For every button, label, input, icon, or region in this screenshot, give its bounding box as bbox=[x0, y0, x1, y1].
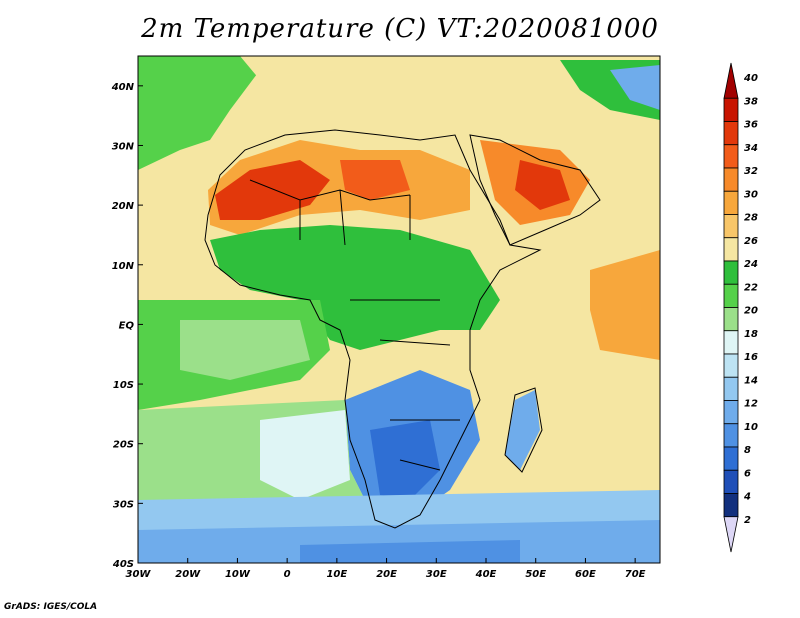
colorbar-swatch bbox=[723, 493, 739, 518]
colorbar-label: 2 bbox=[744, 515, 751, 526]
colorbar-label: 26 bbox=[744, 236, 758, 247]
map-title: 2m Temperature (C) VT:2020081000 bbox=[141, 14, 659, 44]
colorbar-swatch bbox=[723, 121, 739, 146]
lon-tick-label: 70E bbox=[625, 569, 646, 580]
coastlines bbox=[204, 129, 601, 529]
colorbar-label: 34 bbox=[744, 143, 758, 154]
colorbar-swatch bbox=[723, 353, 739, 378]
colorbar-swatch bbox=[723, 307, 739, 332]
lat-tick-label: 10S bbox=[113, 380, 134, 391]
colorbar-label: 36 bbox=[744, 120, 758, 131]
colorbar-label: 10 bbox=[744, 422, 758, 433]
colorbar-label: 30 bbox=[744, 189, 758, 200]
lon-tick-label: 0 bbox=[284, 569, 291, 580]
colorbar-swatch bbox=[723, 237, 739, 262]
colorbar-swatch bbox=[723, 97, 739, 122]
temperature-field bbox=[138, 56, 660, 563]
colorbar-swatch bbox=[723, 167, 739, 192]
colorbar-label: 40 bbox=[743, 73, 758, 84]
colorbar-label: 20 bbox=[744, 306, 758, 317]
colorbar-label: 18 bbox=[744, 329, 758, 340]
lat-tick-label: 30N bbox=[112, 141, 135, 152]
lon-tick-label: 40E bbox=[475, 569, 497, 580]
lon-tick-label: 20W bbox=[175, 569, 201, 580]
lat-tick-label: 30S bbox=[113, 499, 134, 510]
colorbar-swatch bbox=[723, 446, 739, 471]
lon-tick-label: 10E bbox=[326, 569, 347, 580]
colorbar-swatch bbox=[723, 376, 739, 401]
colorbar-label: 24 bbox=[744, 259, 758, 270]
lon-tick-label: 10W bbox=[225, 569, 251, 580]
lat-tick-label: 40S bbox=[112, 559, 134, 570]
lon-tick-label: 50E bbox=[525, 569, 546, 580]
colorbar-label: 22 bbox=[744, 282, 758, 293]
colorbar-label: 6 bbox=[744, 468, 751, 479]
lat-tick-label: EQ bbox=[119, 320, 135, 331]
colorbar-swatch bbox=[723, 423, 739, 448]
colorbar: 40 38 36 34 32 30 28 26 24 22 20 18 16 14 12 10 8 6 4 2 bbox=[723, 62, 758, 553]
colorbar-swatch bbox=[723, 190, 739, 215]
lat-tick-label: 40N bbox=[111, 82, 135, 93]
lat-tick-label: 20S bbox=[113, 440, 134, 451]
colorbar-label: 28 bbox=[744, 213, 758, 224]
colorbar-label: 32 bbox=[744, 166, 758, 177]
lat-axis: 40N 30N 20N 10N EQ 10S 20S 30S 40S bbox=[111, 82, 143, 570]
lon-tick-label: 20E bbox=[376, 569, 397, 580]
lon-tick-label: 30E bbox=[426, 569, 447, 580]
lat-tick-label: 10N bbox=[112, 261, 135, 272]
colorbar-label: 8 bbox=[744, 445, 751, 456]
colorbar-label: 12 bbox=[744, 399, 758, 410]
colorbar-swatch bbox=[723, 283, 739, 308]
colorbar-label: 38 bbox=[744, 96, 758, 107]
colorbar-label: 4 bbox=[743, 492, 751, 503]
colorbar-swatch bbox=[723, 260, 739, 285]
colorbar-swatch bbox=[723, 330, 739, 355]
lon-axis: 30W 20W 10W 0 10E 20E 30E 40E 50E 60E 70E bbox=[126, 558, 646, 580]
lat-tick-label: 20N bbox=[112, 201, 135, 212]
colorbar-swatch bbox=[723, 516, 739, 553]
colorbar-label: 14 bbox=[744, 375, 758, 386]
colorbar-swatch bbox=[723, 214, 739, 239]
footer-credit: GrADS: IGES/COLA bbox=[4, 602, 98, 612]
lon-tick-label: 30W bbox=[126, 569, 152, 580]
colorbar-label: 16 bbox=[744, 352, 758, 363]
colorbar-swatch bbox=[723, 62, 739, 99]
colorbar-swatch bbox=[723, 469, 739, 494]
colorbar-swatch bbox=[723, 144, 739, 169]
colorbar-swatch bbox=[723, 400, 739, 425]
lon-tick-label: 60E bbox=[575, 569, 596, 580]
